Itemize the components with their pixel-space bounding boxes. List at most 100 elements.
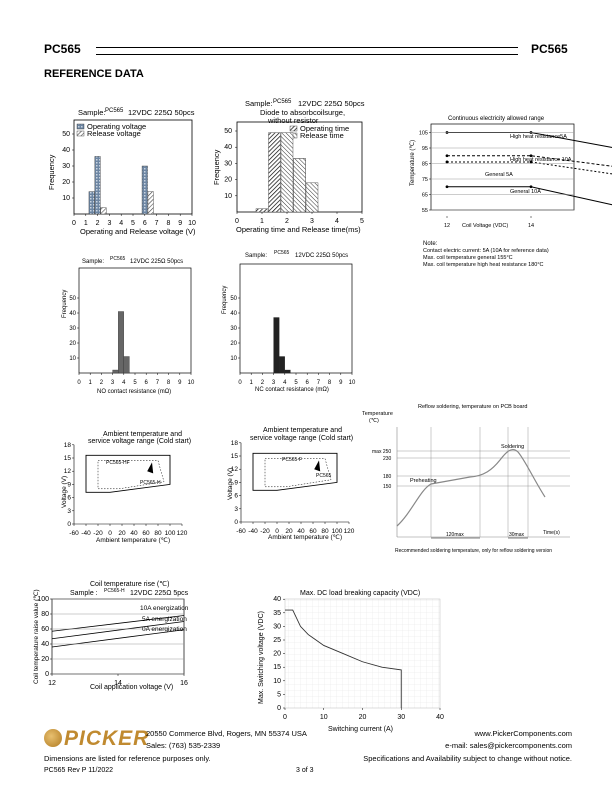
c6-yticks: 0 3 6 9 12 15 18 <box>64 442 74 528</box>
c5-frame <box>239 263 353 374</box>
chart-10-dc-load-breaking: Max. DC load breaking capacity (VDC) 0 5 1… <box>258 590 444 733</box>
ytick-label: 12 <box>231 466 239 473</box>
c3-point <box>529 154 533 158</box>
ytick-label: 30 <box>230 326 237 332</box>
c1-legend-rel: Release voltage <box>87 129 141 138</box>
bar-release <box>305 182 319 213</box>
c9-label-2: 0A energization <box>142 626 187 633</box>
ytick-label: 85 <box>422 162 428 168</box>
c10-xlabel: Switching current (A) <box>328 726 393 733</box>
c7-label-1: PC565 <box>316 473 332 479</box>
c3-note-0: Note: <box>423 241 438 247</box>
xtick-label: 7 <box>156 380 160 386</box>
c6-xlabel: Ambient temperature (℃) <box>96 537 170 544</box>
ytick-label: 15 <box>64 455 72 462</box>
c9-sample: Sample : <box>70 590 98 597</box>
xtick-label: 20 <box>118 530 126 537</box>
xtick-label: -40 <box>248 528 258 535</box>
xtick-label: 120 <box>344 528 355 535</box>
xtick-label: 3 <box>272 380 276 386</box>
range-inner <box>264 458 332 488</box>
xtick-label: 3 <box>107 220 111 227</box>
ytick-label: 5 <box>277 691 281 698</box>
xtick-label: 9 <box>178 220 182 227</box>
xtick-label: 2 <box>96 220 100 227</box>
c3-point <box>529 185 533 189</box>
xtick-label: 0 <box>275 528 279 535</box>
chart-7-ambient-temp: Ambient temperature and service voltage … <box>227 427 355 541</box>
c7-xticks: -60 -40 -20 0 20 40 60 80 100 120 <box>236 522 355 535</box>
footer-web[interactable]: www.PickerComponents.com <box>474 729 572 738</box>
c2-sample: Sample: <box>245 99 273 108</box>
c6-label-0: PC565-HF <box>106 460 130 466</box>
c4-frame <box>78 267 192 374</box>
xtick-label: 80 <box>154 530 162 537</box>
ytick-label: 15 <box>231 453 239 460</box>
bar-operating <box>88 191 95 215</box>
ytick-label: 95 <box>422 146 428 152</box>
xtick-label: 12 <box>48 680 56 687</box>
xtick-label: 14 <box>528 223 534 229</box>
footer-email[interactable]: e-mail: sales@pickercomponents.com <box>445 741 572 750</box>
c8-title: Reflow soldering, temperature on PCB boa… <box>418 404 527 410</box>
xtick-label: -40 <box>81 530 91 537</box>
c9-xlabel: Coil application voltage (V) <box>90 684 173 691</box>
xtick-label: 8 <box>167 380 171 386</box>
xtick-label: 10 <box>188 380 195 386</box>
c8-label-soldering: Soldering <box>501 444 524 450</box>
c8-ytick-3: 150 <box>383 484 392 490</box>
header-title-left: PC565 <box>44 42 81 56</box>
ytick-label: 20 <box>69 341 76 347</box>
xtick-label: 3 <box>111 380 115 386</box>
c6-title1: Ambient temperature and <box>103 431 182 438</box>
xtick-label: 2 <box>100 380 104 386</box>
c10-title: Max. DC load breaking capacity (VDC) <box>300 590 420 597</box>
c9-ylabel: Coil temperature raise value (℃) <box>33 589 40 684</box>
xtick-label: 0 <box>72 220 76 227</box>
xtick-label: 60 <box>309 528 317 535</box>
ytick-label: 30 <box>62 163 70 170</box>
c2-xlabel: Operating time and Release time(ms) <box>236 225 361 234</box>
xtick-label: 1 <box>260 218 264 225</box>
bar-release <box>280 132 294 213</box>
c10-grid <box>284 598 441 709</box>
c5-ylabel: Frequency <box>222 286 228 314</box>
c9-series-line <box>51 621 185 640</box>
c3-ylabel: Temperature (℃) <box>410 140 416 186</box>
c8-label-30max: 30max <box>509 532 525 538</box>
ytick-label: 40 <box>224 144 232 151</box>
ytick-label: 35 <box>273 610 281 617</box>
c6-xticks: -60 -40 -20 0 20 40 60 80 100 120 <box>69 524 188 537</box>
xtick-label: 8 <box>328 380 332 386</box>
c7-ylabel: Voltage (V) <box>227 468 234 500</box>
header-rule-2 <box>96 54 518 55</box>
c10-yticks: 0 5 10 15 20 25 30 35 40 <box>273 596 285 712</box>
bar-release <box>293 158 306 213</box>
chart-6-ambient-temp-h: Ambient temperature and service voltage … <box>61 431 191 544</box>
c1-xlabel: Operating and Release voltage (V) <box>80 227 196 236</box>
xtick-label: 4 <box>283 380 287 386</box>
ytick-label: 75 <box>422 177 428 183</box>
bar <box>273 317 280 374</box>
xtick-label: 0 <box>77 380 81 386</box>
ytick-label: 6 <box>67 495 71 502</box>
ytick-label: 50 <box>224 128 232 135</box>
xtick-label: 6 <box>143 220 147 227</box>
xtick-label: 0 <box>108 530 112 537</box>
ytick-label: 80 <box>41 611 49 618</box>
c8-reflow-curve <box>396 448 546 527</box>
c3-point <box>445 160 449 164</box>
c7-title2: service voltage range (Cold start) <box>250 435 353 442</box>
ytick-label: 3 <box>67 508 71 515</box>
ytick-label: 60 <box>41 626 49 633</box>
c8-ytick-2: 180 <box>383 474 392 480</box>
c2-yticks: 10 20 30 40 50 <box>224 128 237 200</box>
ytick-label: 9 <box>234 479 238 486</box>
ytick-label: 10 <box>224 193 232 200</box>
ytick-label: 12 <box>64 468 72 475</box>
arrow-icon <box>314 460 321 472</box>
c4-yticks: 10 20 30 40 50 <box>69 296 79 362</box>
xtick-label: 2 <box>285 218 289 225</box>
logo-mark-icon <box>44 729 62 747</box>
